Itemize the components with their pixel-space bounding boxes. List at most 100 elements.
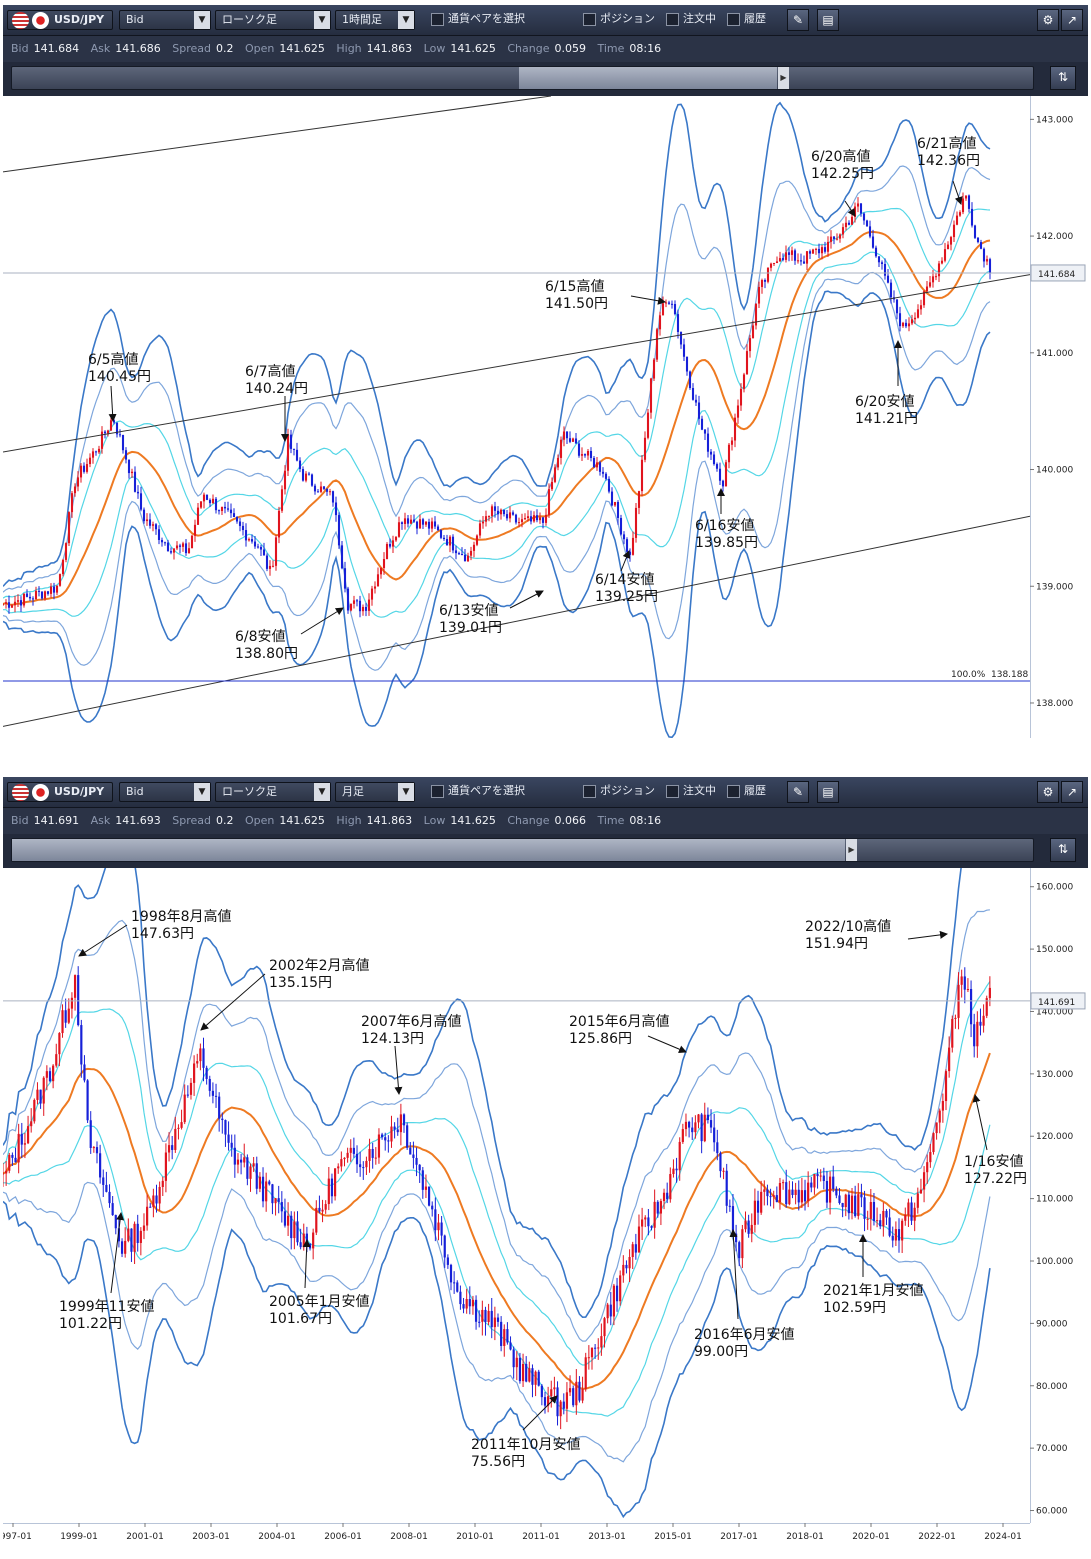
navigator-selection[interactable]: ▶ (519, 67, 789, 89)
candle-body (880, 262, 884, 265)
select-pair-toggle[interactable]: 通貨ペアを選択 (431, 782, 563, 802)
candle-body (304, 473, 308, 481)
orders-checkbox[interactable] (666, 784, 679, 798)
candle-body (161, 1180, 164, 1187)
history-toggle[interactable]: 履歴 (727, 782, 766, 802)
candle-body (713, 1127, 716, 1143)
candle-body (745, 351, 749, 375)
candle-body (437, 1222, 440, 1231)
select-pair-checkbox[interactable] (431, 784, 444, 798)
candle-body (662, 1192, 666, 1202)
candle-body (937, 263, 941, 277)
price-type-select[interactable]: Bid ▼ (119, 782, 211, 802)
candle-body (700, 1114, 703, 1142)
draw-tool-button[interactable]: ✎ (787, 781, 809, 803)
candle-body (904, 322, 908, 327)
position-checkbox[interactable] (583, 784, 596, 798)
candle-body (706, 1114, 710, 1121)
navigator-track[interactable]: ▶ (11, 66, 1034, 90)
select-pair-checkbox[interactable] (431, 12, 444, 26)
zoom-fit-icon[interactable]: ⇅ (1050, 66, 1076, 90)
position-toggle[interactable]: ポジション (583, 10, 655, 30)
candle-body (644, 1217, 647, 1220)
candle-body (139, 1230, 142, 1243)
candle-body (879, 1220, 882, 1227)
ask-value: 141.686 (115, 42, 161, 55)
trend-line-channel-top (2, 274, 1031, 453)
price-type-select[interactable]: Bid ▼ (119, 10, 211, 30)
zoom-fit-icon[interactable]: ⇅ (1050, 838, 1076, 862)
candle-body (286, 434, 290, 471)
annotation-price: 125.86円 (569, 1031, 632, 1047)
history-checkbox[interactable] (727, 784, 740, 798)
candle-body (553, 1387, 556, 1390)
candle-body (443, 1235, 446, 1258)
candle-body (10, 605, 14, 608)
orders-toggle[interactable]: 注文中 (666, 782, 716, 802)
popout-icon[interactable]: ↗ (1061, 781, 1083, 803)
candle-body (613, 502, 617, 506)
orders-toggle[interactable]: 注文中 (666, 10, 716, 30)
candle-body (406, 518, 410, 524)
gear-icon[interactable]: ⚙ (1037, 9, 1059, 31)
candle-body (337, 1166, 340, 1169)
candle-body (907, 323, 911, 327)
x-tick-label: 2004-01 (258, 1532, 296, 1542)
candle-body (863, 1197, 866, 1219)
chevron-down-icon: ▼ (398, 783, 414, 801)
navigator-track[interactable]: ▶ (11, 838, 1034, 862)
candle-body (872, 1202, 876, 1221)
annotation-date: 1998年8月高値 (131, 908, 232, 925)
pair-selector[interactable]: USD/JPY (7, 782, 113, 802)
candle-body (118, 434, 122, 436)
candle-body (643, 437, 647, 460)
gear-icon[interactable]: ⚙ (1037, 781, 1059, 803)
layout-button[interactable]: ▤ (817, 781, 839, 803)
candle-body (451, 536, 455, 551)
chevron-right-icon[interactable]: ▶ (778, 67, 789, 89)
timeframe-select[interactable]: 1時間足 ▼ (335, 10, 415, 30)
candle-body (393, 1126, 396, 1130)
annotation-arrow (620, 550, 631, 572)
candle-body (781, 1182, 785, 1184)
candle-body (89, 1120, 92, 1148)
timeframe-select[interactable]: 月足 ▼ (335, 782, 415, 802)
candle-body (431, 1205, 434, 1210)
quote-bar: Bid 141.691 Ask 141.693 Spread 0.2 Open 141.… (3, 808, 1088, 834)
candle-body (922, 291, 926, 306)
chart-plot-hourly[interactable]: 138.000 139.000 140.000 141.000 142.000 143.0… (1, 95, 1088, 757)
y-tick-label: 139.000 (1036, 582, 1073, 592)
chart-style-select[interactable]: ローソク足 ▼ (215, 782, 331, 802)
candle-body (133, 471, 137, 492)
candle-body (850, 1195, 854, 1214)
position-checkbox[interactable] (583, 12, 596, 26)
history-label: 履歴 (744, 12, 766, 25)
navigator-selection[interactable]: ▶ (12, 839, 857, 861)
popout-icon[interactable]: ↗ (1061, 9, 1083, 31)
chart-plot-monthly[interactable]: 60.000 70.000 80.000 90.000 100.000 110.000 12… (0, 862, 1088, 1555)
candle-body (315, 1207, 318, 1233)
orders-checkbox[interactable] (666, 12, 679, 26)
candle-body (744, 1220, 747, 1230)
draw-tool-button[interactable]: ✎ (787, 9, 809, 31)
history-toggle[interactable]: 履歴 (727, 10, 766, 30)
annotation-date: 2016年6月安値 (694, 1327, 795, 1343)
candle-body (712, 454, 716, 465)
history-checkbox[interactable] (727, 12, 740, 26)
chart-style-select[interactable]: ローソク足 ▼ (215, 10, 331, 30)
annotation-price: 127.22円 (964, 1171, 1027, 1187)
select-pair-toggle[interactable]: 通貨ペアを選択 (431, 10, 563, 30)
candle-body (982, 248, 986, 262)
candle-body (382, 559, 386, 569)
pair-selector[interactable]: USD/JPY (7, 10, 113, 30)
candle-body (929, 1152, 932, 1163)
candle-body (895, 299, 899, 314)
chevron-right-icon[interactable]: ▶ (846, 839, 857, 861)
candle-body (709, 1120, 713, 1128)
position-toggle[interactable]: ポジション (583, 782, 655, 802)
layout-button[interactable]: ▤ (817, 9, 839, 31)
candle-body (409, 1147, 412, 1155)
candle-body (394, 536, 398, 541)
candle-body (753, 1200, 756, 1225)
bollinger-band-2sigma-lower (2, 271, 991, 671)
